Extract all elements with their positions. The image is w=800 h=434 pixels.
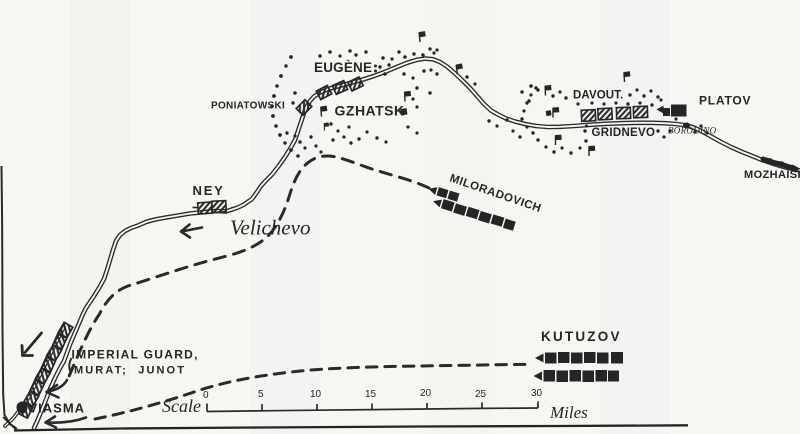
svg-text:GZHATSK: GZHATSK <box>335 103 405 119</box>
svg-text:VIASMA: VIASMA <box>29 401 86 416</box>
svg-text:IMPERIAL GUARD,: IMPERIAL GUARD, <box>72 348 199 362</box>
svg-text:MOZHAISK: MOZHAISK <box>744 169 800 181</box>
svg-text:MURAT; JUNOT: MURAT; JUNOT <box>74 365 186 377</box>
svg-text:30: 30 <box>531 388 543 399</box>
svg-text:5: 5 <box>258 389 264 400</box>
svg-text:DAVOUT.: DAVOUT. <box>573 90 623 102</box>
svg-text:PLATOV: PLATOV <box>699 94 751 108</box>
svg-text:BORODINO: BORODINO <box>668 126 717 136</box>
svg-text:10: 10 <box>310 389 322 400</box>
svg-text:0: 0 <box>203 390 209 401</box>
svg-text:GRIDNEVO: GRIDNEVO <box>592 127 656 139</box>
svg-text:Velichevo: Velichevo <box>230 216 310 240</box>
svg-text:NEY: NEY <box>193 183 225 198</box>
svg-text:25: 25 <box>475 389 487 400</box>
svg-text:Scale: Scale <box>162 396 201 416</box>
svg-text:KUTUZOV: KUTUZOV <box>541 329 622 344</box>
svg-text:Miles: Miles <box>549 403 588 422</box>
svg-text:PONIATOWSKI: PONIATOWSKI <box>211 101 285 112</box>
svg-text:20: 20 <box>420 388 432 399</box>
svg-text:15: 15 <box>365 389 377 400</box>
svg-text:EUGÈNE: EUGÈNE <box>314 60 372 75</box>
